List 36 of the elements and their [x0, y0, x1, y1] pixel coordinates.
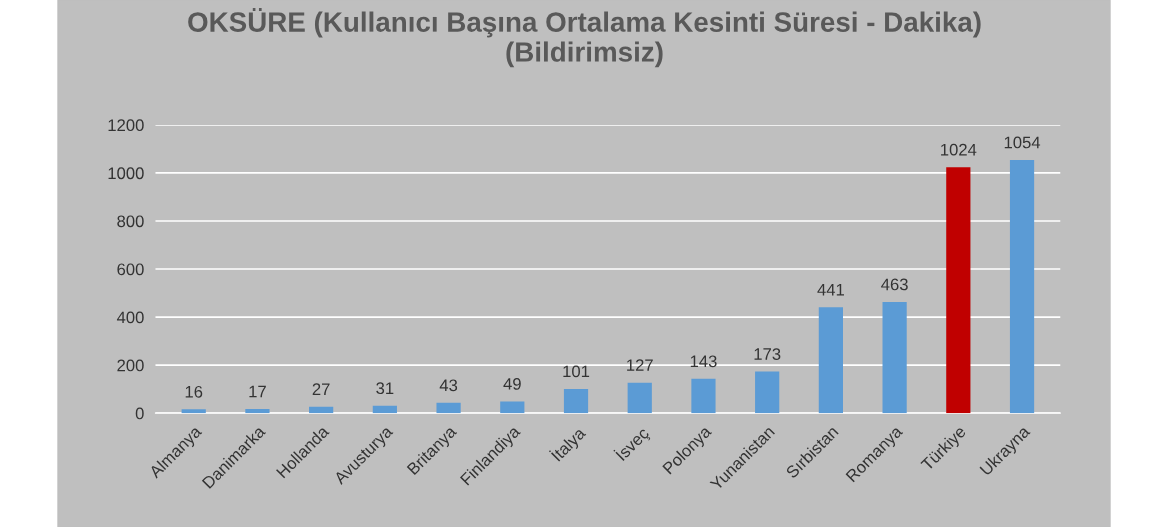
bar — [691, 378, 716, 414]
data-label: 1024 — [941, 143, 977, 156]
data-label: 27 — [312, 383, 330, 395]
data-label: 16 — [185, 385, 203, 398]
bar — [436, 402, 461, 414]
data-label: 31 — [376, 382, 394, 395]
bar — [372, 405, 397, 414]
y-tick-label: 600 — [117, 263, 144, 276]
data-label: 173 — [754, 348, 781, 360]
bar — [500, 401, 525, 414]
chart-title: OKSÜRE (Kullanıcı Başına Ortalama Kesinti Süresi - Dakika) (Bildirimsiz) — [188, 7, 981, 68]
bar — [1009, 159, 1035, 414]
data-label: 43 — [439, 379, 458, 392]
data-label: 101 — [563, 365, 590, 378]
data-label: 127 — [627, 359, 653, 371]
bar — [755, 371, 780, 414]
data-label: 441 — [817, 283, 844, 296]
data-label: 1054 — [1004, 136, 1041, 149]
data-label: 17 — [249, 385, 266, 398]
y-tick-label: 200 — [117, 359, 144, 372]
y-tick-label: 800 — [117, 215, 144, 228]
data-label: 49 — [503, 377, 521, 390]
y-tick-label: 1200 — [108, 119, 144, 132]
bar — [245, 409, 270, 414]
y-tick-label: 400 — [116, 311, 144, 324]
bar — [882, 301, 907, 414]
y-tick-label: 0 — [135, 407, 144, 420]
bar — [818, 307, 843, 414]
bar — [563, 388, 589, 414]
bar — [627, 382, 652, 414]
bar — [181, 409, 206, 414]
bar — [309, 406, 334, 414]
data-label: 463 — [881, 278, 908, 291]
bar — [946, 167, 971, 414]
data-label: 143 — [690, 355, 717, 368]
y-tick-label: 1000 — [108, 167, 144, 180]
